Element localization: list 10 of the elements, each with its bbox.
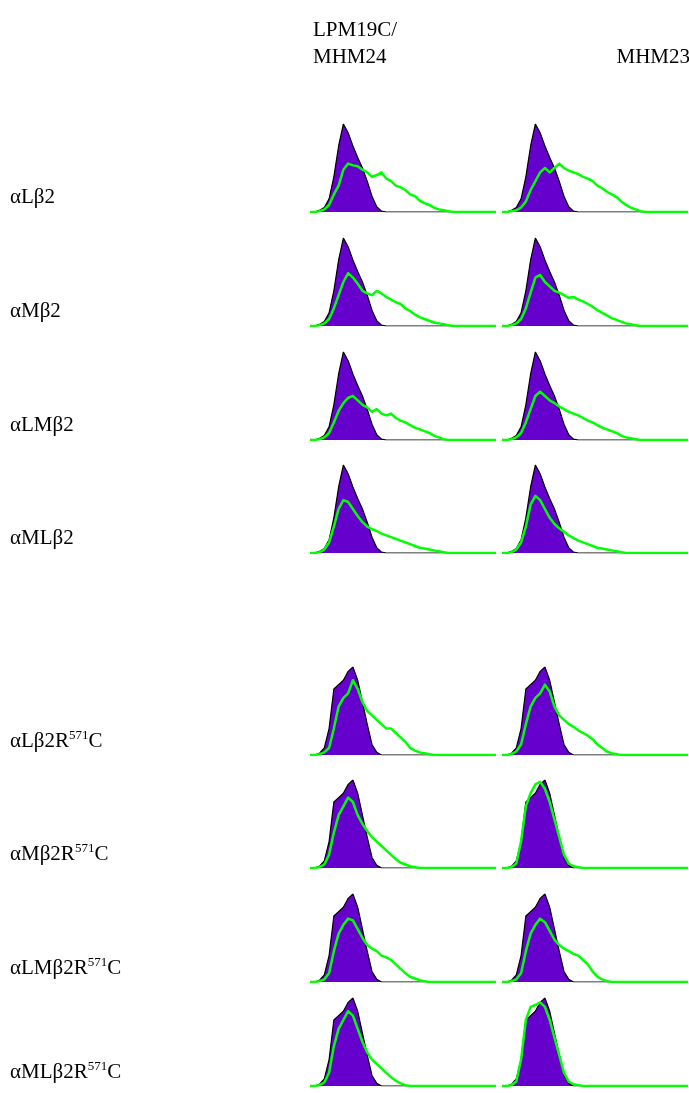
y-axis-title: αMLβ2R$^{571}$C: [10, 1058, 122, 1084]
chart-title: LPM19C/MHM24: [313, 16, 399, 70]
y-axis-title: αMLβ2: [10, 525, 74, 550]
y-axis-title: αLMβ2: [10, 412, 74, 437]
chart-title: MHM23: [615, 43, 689, 70]
y-axis-title: αMβ2R$^{571}$C: [10, 840, 109, 866]
y-axis-title: αLβ2R$^{571}$C: [10, 727, 103, 753]
y-axis-title: αLMβ2R$^{571}$C: [10, 954, 122, 980]
y-axis-title: αLβ2: [10, 184, 56, 209]
y-axis-title: αMβ2: [10, 298, 61, 323]
